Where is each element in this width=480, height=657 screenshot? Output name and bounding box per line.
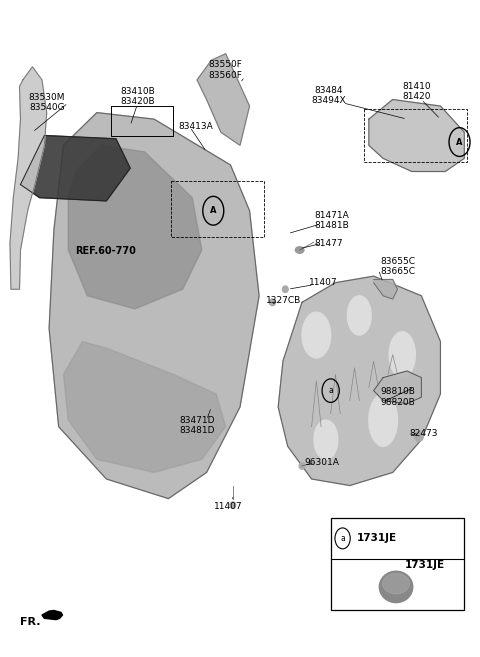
Text: 82473: 82473 <box>409 428 438 438</box>
Polygon shape <box>373 279 397 299</box>
Ellipse shape <box>299 463 305 469</box>
Ellipse shape <box>295 247 304 253</box>
Polygon shape <box>42 610 62 620</box>
Ellipse shape <box>383 574 409 594</box>
Text: 83471D
83481D: 83471D 83481D <box>180 416 215 435</box>
Text: a: a <box>328 386 333 395</box>
Polygon shape <box>278 276 441 486</box>
Text: 83550F
83560F: 83550F 83560F <box>209 60 242 79</box>
Bar <box>331 518 464 610</box>
Text: 1327CB: 1327CB <box>266 296 301 305</box>
Polygon shape <box>63 342 226 472</box>
Text: 98810B
98820B: 98810B 98820B <box>381 388 416 407</box>
Text: 81410
81420: 81410 81420 <box>402 82 431 101</box>
Ellipse shape <box>302 312 331 358</box>
Text: 83410B
83420B: 83410B 83420B <box>120 87 155 106</box>
Text: A: A <box>456 137 463 147</box>
Ellipse shape <box>269 299 276 306</box>
Text: 83484
83494X: 83484 83494X <box>311 86 346 105</box>
Polygon shape <box>68 145 202 309</box>
Polygon shape <box>369 99 464 171</box>
Ellipse shape <box>282 286 288 292</box>
Ellipse shape <box>348 296 371 335</box>
Polygon shape <box>197 54 250 145</box>
Ellipse shape <box>389 332 415 378</box>
Polygon shape <box>373 371 421 404</box>
Text: 83530M
83540G: 83530M 83540G <box>28 93 65 112</box>
Polygon shape <box>49 112 259 499</box>
Polygon shape <box>10 67 47 289</box>
Text: FR.: FR. <box>21 616 41 627</box>
Text: 83413A: 83413A <box>178 122 213 131</box>
Text: 1731JE: 1731JE <box>357 533 397 543</box>
Ellipse shape <box>369 394 397 446</box>
Polygon shape <box>21 135 130 201</box>
Text: REF.60-770: REF.60-770 <box>75 246 136 256</box>
Ellipse shape <box>379 571 413 602</box>
Text: 81477: 81477 <box>314 239 343 248</box>
Text: 11407: 11407 <box>214 502 242 511</box>
Ellipse shape <box>415 432 423 442</box>
Text: 1731JE: 1731JE <box>405 560 445 570</box>
Ellipse shape <box>314 420 338 459</box>
Text: 81471A
81481B: 81471A 81481B <box>314 211 348 230</box>
Text: A: A <box>210 206 216 215</box>
Text: 83655C
83665C: 83655C 83665C <box>381 257 416 276</box>
Ellipse shape <box>230 502 236 509</box>
Text: a: a <box>340 534 345 543</box>
Text: 96301A: 96301A <box>304 458 339 467</box>
Text: 11407: 11407 <box>309 278 338 287</box>
